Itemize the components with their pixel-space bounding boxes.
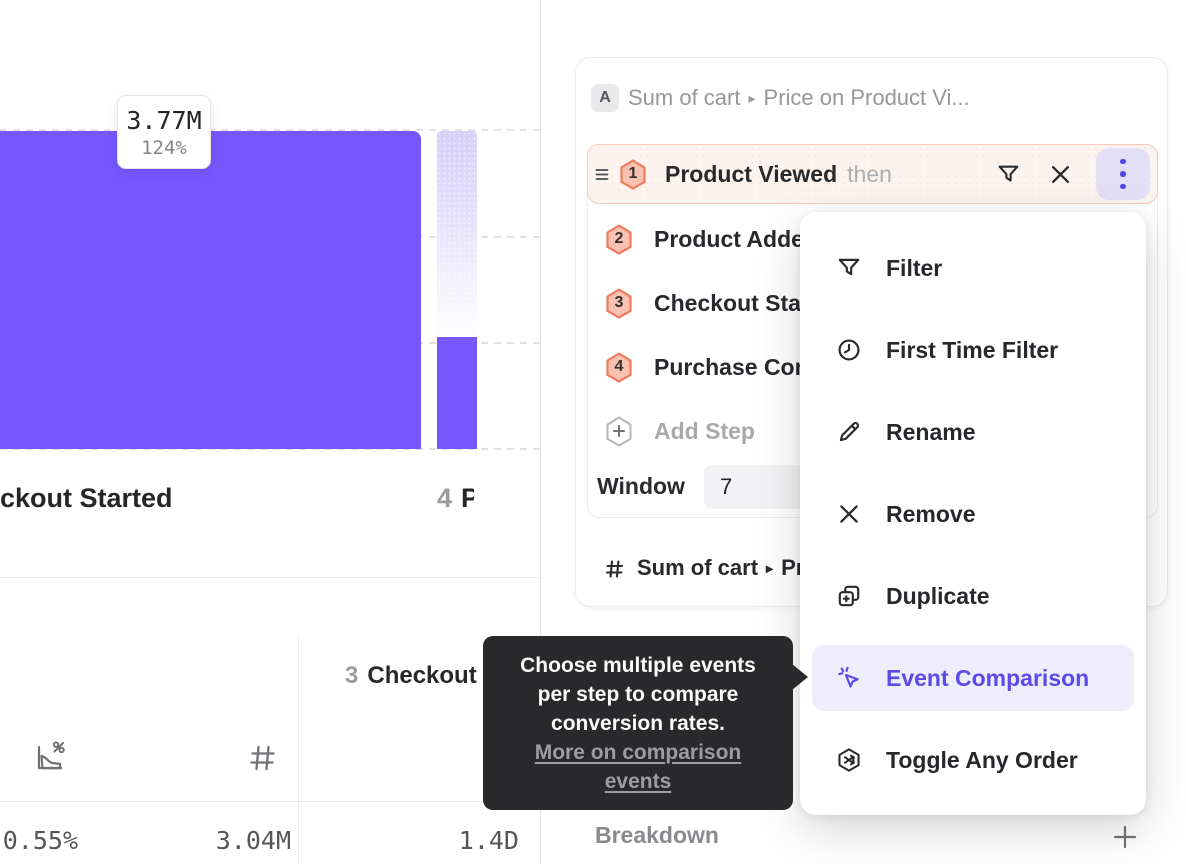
metric-badge: A <box>591 84 619 112</box>
add-breakdown-button[interactable] <box>1112 824 1138 850</box>
pencil-icon <box>839 422 859 442</box>
metric-right: Price on Product Vi... <box>763 85 970 110</box>
value-duration: 1.4D <box>458 826 519 855</box>
divider <box>0 801 540 802</box>
divider <box>0 577 540 578</box>
window-label: Window <box>597 473 685 499</box>
clock-icon <box>838 339 860 361</box>
conversion-rate-icon[interactable] <box>33 739 67 775</box>
value-conversion: 0.55% <box>2 826 78 855</box>
step-options-menu: Filter First Time Filter Rename Remove D… <box>800 212 1146 815</box>
menu-item-toggle-any-order[interactable]: Toggle Any Order <box>800 719 1146 801</box>
duplicate-icon <box>838 585 860 607</box>
bar-tooltip-value: 3.77M <box>126 105 202 135</box>
event-comparison-cursor-icon <box>838 666 859 688</box>
metric-left: Sum of cart <box>628 85 741 110</box>
sum-hash-icon <box>604 558 625 580</box>
step4-number: 4 <box>437 483 453 513</box>
step-badge-1: 1 <box>619 158 647 190</box>
toggle-any-order-icon <box>838 748 860 772</box>
step-badge-4: 4 <box>605 351 633 383</box>
value-count: 3.04M <box>215 826 291 855</box>
count-hash-icon[interactable] <box>247 742 278 774</box>
gridline <box>0 448 540 450</box>
bar-hover-tooltip: 3.77M 124% <box>117 95 211 169</box>
section-divider <box>540 0 541 864</box>
x-icon <box>840 505 858 523</box>
step-badge-3: 3 <box>605 287 633 319</box>
tooltip-line: conversion rates. <box>551 712 725 735</box>
step-2-label[interactable]: Product Added <box>654 225 818 252</box>
x-axis-label-step3: ckout Started <box>0 483 173 513</box>
funnel-bar-step4[interactable] <box>437 131 477 449</box>
menu-item-remove[interactable]: Remove <box>800 473 1146 555</box>
column-divider <box>298 637 299 864</box>
window-input[interactable]: 7 <box>704 465 816 509</box>
menu-item-rename[interactable]: Rename <box>800 391 1146 473</box>
funnel-steps-card: 1 Product Viewed then 2 <box>587 144 1158 518</box>
step-1-suffix: then <box>847 160 892 187</box>
add-step-hexagon-plus-icon <box>605 416 633 447</box>
menu-item-first-time-filter[interactable]: First Time Filter <box>800 309 1146 391</box>
window-value: 7 <box>720 474 733 499</box>
step-row-2[interactable]: 2 Product Added <box>605 223 818 255</box>
bar-tooltip-percent: 124% <box>141 136 187 159</box>
tooltip-line: per step to compare <box>537 683 739 706</box>
chevron-right-icon: ▸ <box>748 89 756 106</box>
step-1-label[interactable]: Product Viewed <box>665 160 838 187</box>
funnel-bar-step3[interactable] <box>0 131 421 449</box>
add-step-button[interactable]: Add Step <box>605 415 755 447</box>
tooltip-arrow <box>792 664 808 690</box>
filter-icon <box>838 258 860 276</box>
event-comparison-tooltip: Choose multiple events per step to compa… <box>483 636 808 810</box>
metric-header[interactable]: Sum of cart ▸ Price on Product Vi... <box>628 84 970 112</box>
add-step-label: Add Step <box>654 417 755 444</box>
gridline <box>0 129 540 131</box>
funnel-bar-step4-converted <box>437 337 477 449</box>
menu-item-event-comparison[interactable]: Event Comparison <box>812 645 1134 711</box>
step-badge-2: 2 <box>605 223 633 255</box>
funnel-bar-step4-lost-gradient <box>437 131 477 337</box>
step-options-menu-button[interactable] <box>1096 148 1150 200</box>
step-row-1[interactable]: 1 Product Viewed then <box>587 144 1158 204</box>
filter-icon[interactable] <box>996 162 1021 187</box>
tooltip-more-link[interactable]: More on comparison events <box>534 741 742 793</box>
chevron-right-icon: ▸ <box>766 559 774 576</box>
breakdown-label: Breakdown <box>595 822 719 848</box>
menu-item-duplicate[interactable]: Duplicate <box>800 555 1146 637</box>
drag-handle-icon[interactable] <box>595 168 609 181</box>
tooltip-line: Choose multiple events <box>520 654 756 677</box>
remove-step-x-icon[interactable] <box>1050 164 1071 185</box>
menu-item-filter[interactable]: Filter <box>800 227 1146 309</box>
